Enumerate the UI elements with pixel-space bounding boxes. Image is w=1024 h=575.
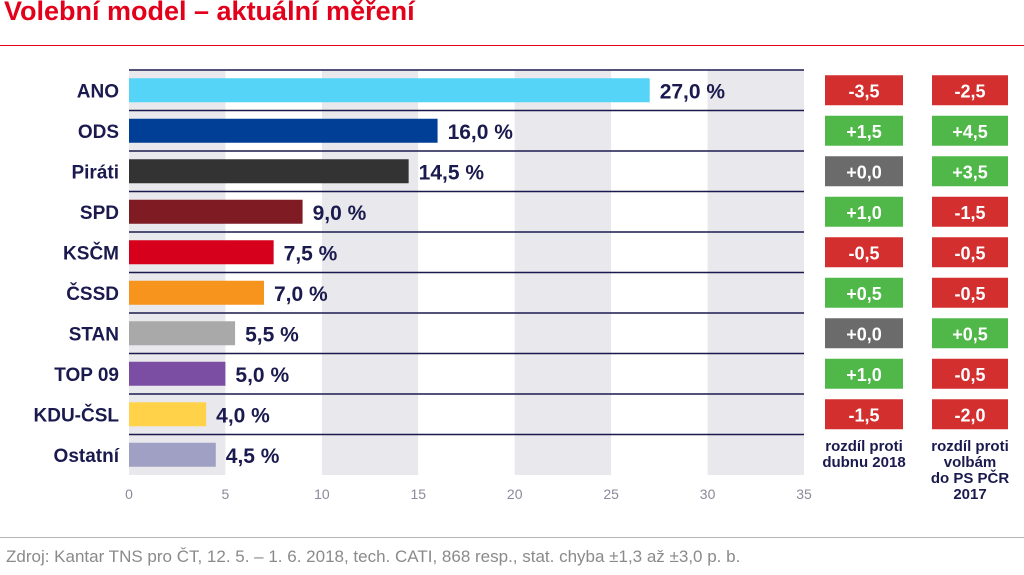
bars: ANO 27,0 % ODS 16,0 % Piráti 14,5 % SPD 9,0 % KS…	[34, 78, 726, 468]
diff-box	[932, 75, 1008, 106]
diff-column-header-line: rozdíl proti	[825, 437, 903, 455]
diff-column-header-line: do PS PČR	[930, 469, 1010, 487]
diff-value: +1,0	[846, 365, 882, 385]
diff-value: +3,5	[952, 162, 988, 182]
tick-label: 10	[314, 486, 330, 502]
diff-value: -3,5	[848, 81, 879, 101]
category-label: ANO	[77, 81, 119, 102]
value-label: 4,5 %	[226, 445, 280, 468]
diff-box	[825, 318, 903, 349]
diff-column-header: rozdíl proti dubnu 2018	[809, 437, 919, 471]
value-label: 7,5 %	[284, 242, 338, 265]
tick-label: 5	[222, 486, 230, 502]
tick-label: 0	[125, 486, 133, 502]
bar	[129, 240, 274, 265]
value-label: 27,0 %	[660, 80, 726, 103]
diff-value: -1,5	[848, 405, 879, 425]
diff-column-header-line: volbám	[943, 453, 997, 471]
category-label: TOP 09	[54, 365, 119, 386]
bar	[129, 442, 216, 467]
diff-columns: -3,5 +1,5 +0,0 +1,0 -0,5 +0,5 +0,0 +1,0 -1,5 -2,5…	[825, 75, 1008, 430]
diff-box	[932, 237, 1008, 268]
bar	[129, 78, 650, 103]
diff-value: +4,5	[952, 122, 988, 142]
category-label: ODS	[78, 122, 119, 143]
diff-value: -1,5	[954, 203, 985, 223]
value-label: 9,0 %	[313, 202, 367, 225]
diff-value: +1,0	[846, 203, 882, 223]
diff-box	[932, 277, 1008, 308]
diff-value: +1,5	[846, 122, 882, 142]
title-rule	[0, 45, 1024, 46]
chart-title: Volební model – aktuální měření	[4, 0, 415, 26]
row-lines	[129, 69, 804, 436]
value-label: 4,0 %	[216, 404, 270, 427]
diff-column-header-line: dubnu 2018	[822, 453, 906, 471]
diff-box	[825, 399, 903, 430]
diff-value: -0,5	[954, 365, 985, 385]
diff-column-header-line: 2017	[953, 485, 987, 503]
category-label: Ostatní	[54, 446, 120, 467]
diff-value: +0,5	[846, 284, 882, 304]
bottom-rule	[0, 537, 1024, 538]
category-label: KSČM	[63, 242, 119, 264]
diff-column-header-line: rozdíl proti	[931, 437, 1009, 455]
bar	[129, 280, 264, 305]
diff-box	[825, 75, 903, 106]
diff-value: +0,0	[846, 162, 882, 182]
diff-value: -0,5	[848, 243, 879, 263]
diff-box	[932, 196, 1008, 227]
diff-box	[932, 156, 1008, 187]
bar-chart: ANO 27,0 % ODS 16,0 % Piráti 14,5 % SPD 9,0 % KS…	[34, 69, 1008, 502]
tick-label: 25	[603, 486, 619, 502]
tick-label: 30	[700, 486, 716, 502]
diff-box	[825, 156, 903, 187]
diff-column-header: rozdíl proti volbám do PS PČR 2017	[915, 437, 1024, 503]
tick-label: 20	[507, 486, 523, 502]
bar	[129, 361, 226, 386]
value-label: 14,5 %	[419, 161, 485, 184]
category-label: ČSSD	[66, 283, 119, 305]
bar	[129, 199, 303, 224]
tick-label: 35	[796, 486, 812, 502]
tick-label: 15	[410, 486, 426, 502]
value-label: 5,0 %	[235, 364, 289, 387]
x-axis-ticks: 0 5 10 15 20 25 30 35	[125, 486, 812, 502]
category-label: Piráti	[71, 162, 119, 183]
diff-box	[825, 196, 903, 227]
category-label: SPD	[80, 203, 119, 224]
diff-value: -2,5	[954, 81, 985, 101]
diff-box	[932, 115, 1008, 146]
diff-value: -0,5	[954, 243, 985, 263]
diff-value: -2,0	[954, 405, 985, 425]
diff-box	[825, 115, 903, 146]
category-label: STAN	[69, 324, 119, 345]
value-label: 7,0 %	[274, 283, 328, 306]
bar	[129, 321, 236, 346]
diff-value: -0,5	[954, 284, 985, 304]
bar	[129, 118, 438, 143]
category-label: KDU-ČSL	[34, 404, 120, 426]
diff-box	[932, 358, 1008, 389]
bar	[129, 402, 207, 427]
diff-box	[932, 399, 1008, 430]
value-label: 5,5 %	[245, 323, 299, 346]
source-note: Zdroj: Kantar TNS pro ČT, 12. 5. – 1. 6.…	[6, 547, 741, 566]
diff-box	[825, 237, 903, 268]
diff-value: +0,0	[846, 324, 882, 344]
diff-box	[825, 277, 903, 308]
value-label: 16,0 %	[448, 121, 514, 144]
bar	[129, 159, 409, 184]
diff-value: +0,5	[952, 324, 988, 344]
diff-box	[932, 318, 1008, 349]
diff-box	[825, 358, 903, 389]
